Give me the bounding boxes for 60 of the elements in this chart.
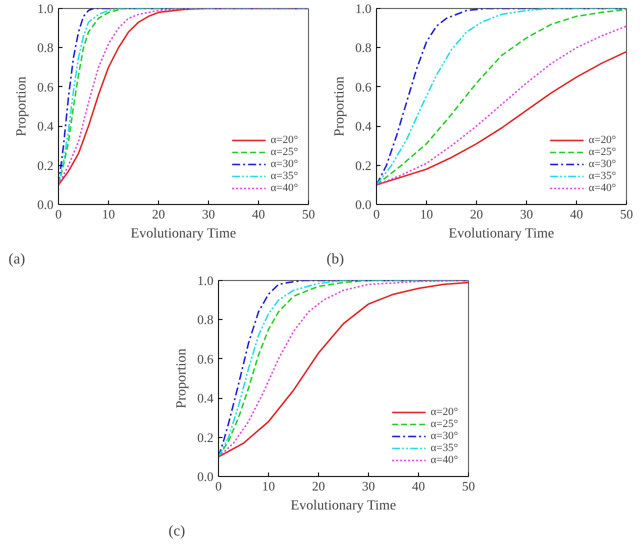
text: 0.0 <box>355 197 372 212</box>
legend-label: α=25° <box>430 418 458 430</box>
y-tick-label: 0.2 <box>355 158 372 173</box>
text: 1.0 <box>37 1 54 16</box>
y-tick-label: 0.8 <box>37 40 54 56</box>
legend-label: α=20° <box>270 134 298 146</box>
legend-label: α=25° <box>270 146 298 158</box>
legend-label: α=30° <box>588 158 616 170</box>
x-tick-label: 50 <box>302 206 315 222</box>
y-axis-title: Proportion <box>332 76 348 136</box>
text: 1.0 <box>355 1 372 16</box>
legend-label: α=35° <box>430 442 458 454</box>
y-tick-label: 0.2 <box>37 158 54 173</box>
y-tick-label: 0.4 <box>37 118 54 134</box>
legend-label: α=40° <box>588 182 616 194</box>
x-tick-label: 0 <box>55 206 62 222</box>
text: (a) <box>8 252 26 268</box>
x-tick-label: 20 <box>152 206 165 222</box>
x-tick-label: 10 <box>420 206 433 222</box>
x-tick-label: 20 <box>470 206 483 222</box>
y-tick-label: 0.8 <box>197 312 214 328</box>
x-tick-label: 30 <box>362 478 375 494</box>
text: 1.0 <box>197 273 214 288</box>
x-tick-label: 30 <box>202 206 215 222</box>
x-tick-label: 50 <box>620 206 633 222</box>
legend-label: α=35° <box>588 170 616 182</box>
x-axis-title: Evolutionary Time <box>448 226 554 242</box>
legend-label: α=30° <box>270 158 298 170</box>
text: 0.0 <box>37 197 54 212</box>
x-axis-title: Evolutionary Time <box>130 226 236 242</box>
x-tick-label: 0 <box>215 478 222 494</box>
x-tick-label: 40 <box>412 478 425 494</box>
text: 0.0 <box>197 469 214 484</box>
y-tick-label: 0.6 <box>197 351 214 366</box>
x-tick-label: 50 <box>462 478 475 494</box>
x-tick-label: 40 <box>252 206 265 222</box>
x-axis-title: Evolutionary Time <box>290 498 396 514</box>
x-tick-label: 0 <box>373 206 380 222</box>
text: (b) <box>326 252 344 268</box>
legend-label: α=20° <box>588 134 616 146</box>
x-tick-label: 40 <box>570 206 583 222</box>
y-tick-label: 0.2 <box>197 430 214 445</box>
text: (c) <box>168 524 186 540</box>
x-tick-label: 10 <box>102 206 115 222</box>
y-axis-title: Proportion <box>174 348 190 408</box>
legend-label: α=40° <box>430 454 458 466</box>
x-tick-label: 10 <box>262 478 275 494</box>
y-tick-label: 0.6 <box>355 79 372 94</box>
legend-label: α=20° <box>430 406 458 418</box>
y-tick-label: 0.4 <box>355 118 372 134</box>
legend-label: α=25° <box>588 146 616 158</box>
x-tick-label: 20 <box>312 478 325 494</box>
y-tick-label: 0.8 <box>355 40 372 56</box>
legend-label: α=35° <box>270 170 298 182</box>
legend-label: α=40° <box>270 182 298 194</box>
y-axis-title: Proportion <box>14 76 30 136</box>
x-tick-label: 30 <box>520 206 533 222</box>
y-tick-label: 0.4 <box>197 390 214 406</box>
legend-label: α=30° <box>430 430 458 442</box>
y-tick-label: 0.6 <box>37 79 54 94</box>
